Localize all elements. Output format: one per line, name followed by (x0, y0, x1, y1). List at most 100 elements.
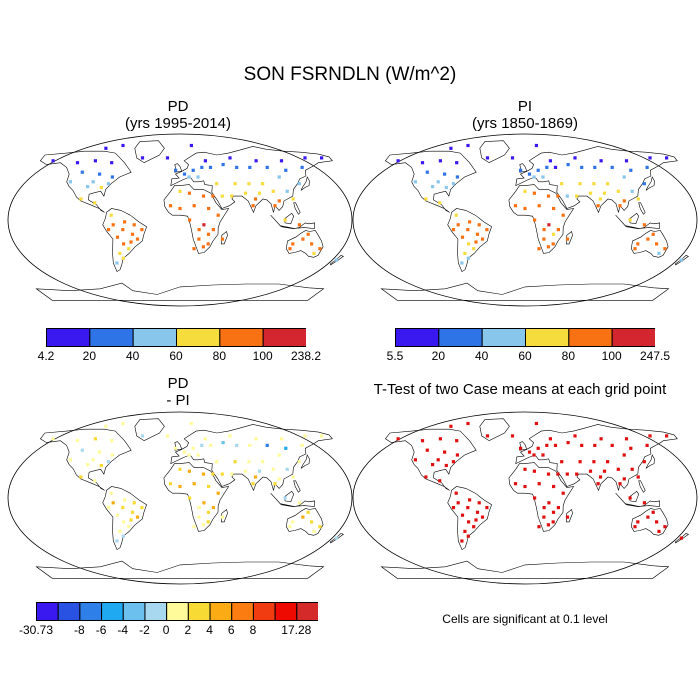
grid-cell-marker (444, 185, 448, 190)
grid-cell-marker (645, 165, 649, 169)
grid-cell-marker (123, 220, 127, 224)
grid-cell-marker (189, 143, 193, 148)
grid-cell-marker (291, 197, 295, 201)
grid-cell-marker (485, 434, 490, 438)
grid-cell-marker (334, 258, 338, 262)
colorbar-label: -8 (74, 623, 85, 637)
colorbar-box (176, 328, 221, 347)
coastline (220, 230, 228, 245)
colorbar-label: 80 (212, 349, 227, 363)
grid-cell-marker (657, 529, 661, 533)
grid-cell-marker (284, 168, 288, 172)
colorbar-box (79, 602, 103, 621)
grid-cell-marker (460, 539, 464, 543)
coastline (285, 508, 324, 536)
coastline (615, 492, 661, 507)
grid-cell-marker (257, 469, 262, 473)
grid-cell-marker (230, 472, 234, 476)
grid-cell-marker (174, 168, 178, 172)
grid-cell-marker (532, 191, 536, 195)
colorbar-label: 80 (561, 349, 576, 363)
grid-cell-marker (208, 165, 213, 169)
grid-cell-marker (468, 498, 472, 502)
grid-cell-marker (300, 443, 304, 447)
grid-cell-marker (460, 513, 465, 517)
grid-cell-marker (110, 439, 114, 443)
coastline (174, 441, 183, 451)
grid-cell-marker (80, 170, 84, 174)
grid-cell-marker (420, 439, 425, 443)
grid-cell-marker (545, 165, 549, 169)
grid-cell-marker (285, 189, 289, 193)
grid-cell-marker (265, 443, 269, 447)
grid-cell-marker (592, 182, 596, 186)
grid-cell-marker (444, 463, 448, 468)
grid-cell-marker (110, 453, 114, 457)
grid-cell-marker (556, 506, 560, 510)
grid-cell-marker (208, 443, 213, 447)
grid-cell-marker (75, 439, 80, 443)
grid-cell-marker (578, 460, 582, 464)
ttest-world-map (352, 411, 698, 585)
grid-cell-marker (174, 446, 178, 450)
grid-cell-marker (279, 437, 284, 441)
grid-cell-marker (485, 228, 489, 232)
grid-cell-marker (235, 443, 239, 447)
grid-cell-marker (86, 463, 90, 467)
grid-cell-marker (551, 232, 556, 236)
grid-cell-marker (622, 175, 626, 179)
grid-cell-marker (636, 197, 640, 201)
grid-cell-marker (110, 161, 114, 165)
colorbar-label: 247.5 (639, 349, 671, 363)
colorbar-box (274, 602, 298, 621)
coastline (615, 214, 661, 229)
grid-cell-marker (596, 482, 600, 486)
coastline (285, 230, 324, 258)
grid-cell-marker (578, 182, 582, 186)
grid-cell-marker (599, 437, 603, 441)
grid-cell-marker (548, 159, 552, 163)
grid-cell-marker (310, 520, 314, 524)
grid-cell-marker (320, 156, 324, 160)
map-frame (352, 411, 698, 585)
colorbar-box (144, 602, 168, 621)
grid-cell-marker (546, 245, 550, 249)
coastline (163, 184, 230, 254)
grid-cell-marker (80, 448, 84, 452)
colorbar-label: 238.2 (290, 349, 322, 363)
grid-cell-marker (534, 421, 538, 426)
grid-cell-marker (527, 450, 532, 454)
grid-cell-marker (122, 242, 126, 246)
grid-cell-marker (466, 534, 470, 538)
grid-cell-marker (431, 185, 435, 189)
grid-cell-marker (466, 506, 470, 510)
grid-cell-marker (606, 182, 610, 186)
colorbar-label: 100 (601, 349, 622, 363)
grid-cell-marker (211, 228, 215, 232)
grid-cell-marker (283, 496, 287, 500)
grid-cell-marker (648, 434, 652, 438)
grid-cell-marker (215, 460, 219, 464)
grid-cell-marker (135, 237, 140, 241)
grid-cell-marker (247, 182, 251, 186)
grid-cell-marker (463, 529, 467, 533)
grid-cell-marker (248, 165, 252, 169)
grid-cell-marker (580, 443, 584, 447)
grid-cell-marker (665, 156, 669, 160)
grid-cell-marker (449, 146, 453, 150)
grid-cell-marker (207, 206, 211, 211)
coastline (638, 202, 646, 215)
pd-subtitle: (yrs 1995-2014) (125, 115, 231, 132)
grid-cell-marker (477, 223, 481, 227)
coastline (628, 490, 640, 503)
grid-cell-marker (551, 510, 556, 514)
coastline (134, 140, 165, 164)
grid-cell-marker (235, 165, 239, 169)
grid-cell-marker (596, 204, 600, 208)
grid-cell-marker (451, 228, 456, 232)
grid-cell-marker (115, 513, 120, 517)
grid-cell-marker (310, 242, 314, 246)
grid-cell-marker (206, 510, 211, 514)
grid-cell-marker (651, 232, 655, 236)
grid-cell-marker (318, 525, 322, 529)
